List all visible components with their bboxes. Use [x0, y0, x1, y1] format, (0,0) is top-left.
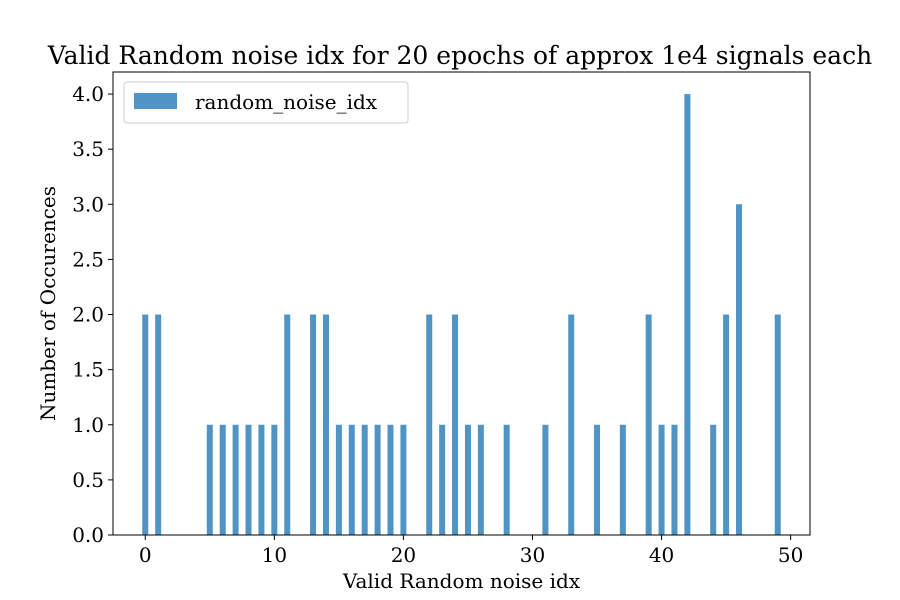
- y-axis-label: Number of Occurences: [36, 186, 60, 421]
- bars-group: [142, 94, 781, 536]
- bar: [671, 424, 678, 535]
- bar: [426, 314, 433, 535]
- bar: [206, 424, 213, 535]
- bar: [452, 314, 459, 535]
- bar: [658, 424, 665, 535]
- bar: [477, 424, 484, 535]
- bar: [284, 314, 291, 535]
- bar: [142, 314, 149, 535]
- x-tick-label: 40: [649, 543, 674, 567]
- chart-title: Valid Random noise idx for 20 epochs of …: [47, 41, 872, 70]
- x-tick-label: 0: [139, 543, 152, 567]
- bar: [594, 424, 601, 535]
- bar: [774, 314, 781, 535]
- bar: [219, 424, 226, 535]
- legend-label: random_noise_idx: [195, 90, 378, 114]
- x-tick-label: 50: [778, 543, 803, 567]
- bar: [568, 314, 575, 535]
- y-tick-label: 1.5: [72, 358, 104, 382]
- y-tick-label: 3.5: [72, 137, 104, 161]
- bar: [155, 314, 162, 535]
- bar: [348, 424, 355, 535]
- bar: [387, 424, 394, 535]
- legend: random_noise_idx: [123, 81, 409, 124]
- bar: [310, 314, 317, 535]
- bar: [645, 314, 652, 535]
- y-tick-label: 2.5: [72, 247, 104, 271]
- y-tick-label: 4.0: [72, 82, 104, 106]
- y-tick-label: 2.0: [72, 303, 104, 327]
- bar: [400, 424, 407, 535]
- bar: [464, 424, 471, 535]
- y-axis: 0.0 0.5 1.0 1.5 2.0 2.5 3.0 3.5 4.0: [72, 82, 113, 547]
- legend-swatch: [134, 93, 177, 109]
- x-axis-label: Valid Random noise idx: [342, 569, 581, 593]
- y-tick-label: 1.0: [72, 413, 104, 437]
- x-tick-label: 10: [262, 543, 287, 567]
- bar: [684, 94, 691, 536]
- legend-box: [123, 81, 409, 124]
- bar: [374, 424, 381, 535]
- x-tick-label: 20: [391, 543, 416, 567]
- bar: [723, 314, 730, 535]
- bar: [736, 204, 743, 536]
- bar: [503, 424, 510, 535]
- bar: [245, 424, 252, 535]
- y-tick-label: 0.5: [72, 468, 104, 492]
- bar: [361, 424, 368, 535]
- bar: [619, 424, 626, 535]
- bar: [710, 424, 717, 535]
- y-tick-label: 3.0: [72, 192, 104, 216]
- y-tick-label: 0.0: [72, 523, 104, 547]
- bar: [258, 424, 265, 535]
- bar: [271, 424, 278, 535]
- plot-frame: [112, 71, 811, 536]
- bar: [232, 424, 239, 535]
- bar: [542, 424, 549, 535]
- x-axis: 0 10 20 30 40 50: [139, 535, 803, 567]
- bar: [322, 314, 329, 535]
- bar: [335, 424, 342, 535]
- bar: [439, 424, 446, 535]
- x-tick-label: 30: [520, 543, 545, 567]
